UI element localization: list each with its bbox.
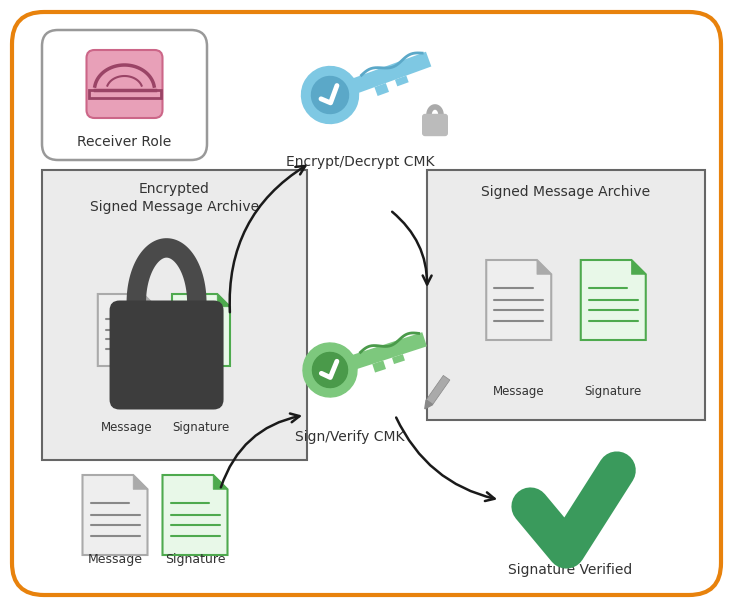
Text: Encrypted
Signed Message Archive: Encrypted Signed Message Archive (90, 182, 259, 214)
Text: Signed Message Archive: Signed Message Archive (482, 185, 651, 199)
Circle shape (301, 67, 358, 123)
Text: Signature Verified: Signature Verified (508, 563, 632, 577)
Polygon shape (581, 260, 646, 340)
Polygon shape (83, 475, 147, 555)
Circle shape (312, 353, 347, 387)
Polygon shape (537, 260, 551, 274)
Bar (372, 361, 386, 373)
Polygon shape (163, 475, 227, 555)
Bar (375, 83, 389, 96)
Polygon shape (425, 400, 432, 409)
Text: Signature: Signature (165, 554, 225, 566)
Circle shape (303, 343, 357, 397)
Text: Signature: Signature (585, 385, 642, 399)
FancyBboxPatch shape (86, 50, 163, 118)
Text: Receiver Role: Receiver Role (78, 135, 172, 149)
Polygon shape (143, 294, 156, 307)
Bar (350, 332, 427, 370)
Polygon shape (213, 475, 227, 489)
FancyBboxPatch shape (12, 12, 721, 595)
Polygon shape (631, 260, 646, 274)
Polygon shape (486, 260, 551, 340)
Bar (350, 52, 431, 94)
Text: Message: Message (101, 421, 152, 435)
FancyBboxPatch shape (422, 114, 448, 136)
Text: Message: Message (87, 554, 142, 566)
FancyBboxPatch shape (427, 170, 705, 420)
FancyBboxPatch shape (109, 300, 224, 410)
FancyBboxPatch shape (42, 170, 307, 460)
Bar (426, 375, 450, 405)
Polygon shape (172, 294, 230, 366)
Polygon shape (133, 475, 147, 489)
FancyBboxPatch shape (42, 30, 207, 160)
Text: Encrypt/Decrypt CMK: Encrypt/Decrypt CMK (286, 155, 434, 169)
Text: Sign/Verify CMK: Sign/Verify CMK (295, 430, 405, 444)
Bar (392, 354, 405, 364)
Polygon shape (217, 294, 230, 307)
Text: Message: Message (493, 385, 545, 399)
Circle shape (312, 76, 348, 114)
Text: Signature: Signature (172, 421, 229, 435)
Polygon shape (97, 294, 156, 366)
Bar (395, 76, 409, 86)
